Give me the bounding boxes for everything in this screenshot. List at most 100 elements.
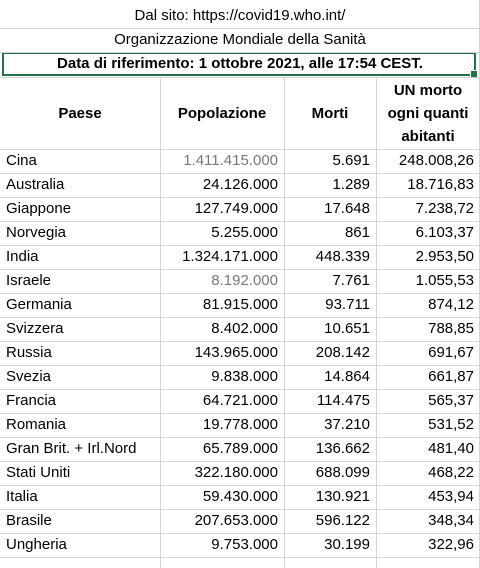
row-gridline (0, 485, 480, 486)
cell-country[interactable]: Russia (6, 344, 52, 361)
cell-deaths[interactable]: 596.122 (315, 512, 370, 529)
header-population[interactable]: Popolazione (177, 104, 267, 122)
column-gridline (376, 77, 377, 568)
cell-ratio[interactable]: 481,40 (428, 440, 474, 457)
row-gridline (0, 52, 480, 53)
cell-ratio[interactable]: 348,34 (428, 512, 474, 529)
cell-deaths[interactable]: 5.691 (332, 152, 370, 169)
header-country[interactable]: Paese (58, 104, 102, 122)
cell-ratio[interactable]: 248.008,26 (398, 152, 474, 169)
cell-deaths[interactable]: 688.099 (315, 464, 370, 481)
cell-country[interactable]: Giappone (6, 200, 72, 217)
cell-population[interactable]: 9.838.000 (211, 368, 278, 385)
cell-country[interactable]: Norvegia (6, 224, 67, 241)
row-gridline (0, 509, 480, 510)
cell-population[interactable]: 8.192.000 (211, 272, 278, 289)
cell-country[interactable]: India (6, 248, 39, 265)
organization-cell[interactable]: Organizzazione Mondiale della Sanità (114, 31, 366, 48)
row-gridline (0, 173, 480, 174)
cell-ratio[interactable]: 661,87 (428, 368, 474, 385)
cell-population[interactable]: 1.324.171.000 (182, 248, 278, 265)
cell-population[interactable]: 64.721.000 (202, 392, 278, 409)
row-gridline (0, 557, 480, 558)
cell-population[interactable]: 9.753.000 (211, 536, 278, 553)
column-gridline (284, 77, 285, 568)
row-gridline (0, 317, 480, 318)
cell-ratio[interactable]: 874,12 (428, 296, 474, 313)
cell-country[interactable]: Italia (6, 488, 38, 505)
row-gridline (0, 341, 480, 342)
cell-country[interactable]: Germania (6, 296, 72, 313)
cell-ratio[interactable]: 322,96 (428, 536, 474, 553)
row-gridline (0, 28, 480, 29)
row-gridline (0, 77, 480, 78)
cell-ratio[interactable]: 453,94 (428, 488, 474, 505)
cell-population[interactable]: 5.255.000 (211, 224, 278, 241)
cell-country[interactable]: Cina (6, 152, 37, 169)
row-gridline (0, 197, 480, 198)
cell-country[interactable]: Francia (6, 392, 57, 409)
cell-country[interactable]: Israele (6, 272, 52, 289)
cell-ratio[interactable]: 2.953,50 (415, 248, 474, 265)
cell-deaths[interactable]: 14.864 (324, 368, 370, 385)
cell-deaths[interactable]: 93.711 (325, 296, 370, 313)
cell-ratio[interactable]: 1.055,53 (415, 272, 474, 289)
header-ratio-line2: ogni quanti (387, 104, 469, 122)
cell-ratio[interactable]: 468,22 (428, 464, 474, 481)
cell-ratio[interactable]: 6.103,37 (415, 224, 474, 241)
cell-population[interactable]: 143.965.000 (194, 344, 278, 361)
cell-deaths[interactable]: 861 (344, 224, 370, 241)
row-gridline (0, 533, 480, 534)
cell-deaths[interactable]: 17.648 (324, 200, 370, 217)
cell-country[interactable]: Brasile (6, 512, 52, 529)
row-gridline (0, 293, 480, 294)
cell-deaths[interactable]: 7.761 (332, 272, 370, 289)
cell-country[interactable]: Romania (6, 416, 67, 433)
cell-ratio[interactable]: 18.716,83 (407, 176, 474, 193)
cell-population[interactable]: 322.180.000 (194, 464, 278, 481)
header-ratio-line3: abitanti (401, 127, 455, 145)
cell-deaths[interactable]: 30.199 (324, 536, 370, 553)
cell-deaths[interactable]: 136.662 (315, 440, 370, 457)
cell-population[interactable]: 1.411.415.000 (183, 152, 278, 169)
reference-date-cell[interactable]: Data di riferimento: 1 ottobre 2021, all… (57, 55, 423, 72)
header-ratio-line1: UN morto (393, 81, 463, 99)
cell-deaths[interactable]: 448.339 (315, 248, 370, 265)
cell-ratio[interactable]: 7.238,72 (415, 200, 474, 217)
cell-country[interactable]: Stati Uniti (6, 464, 71, 481)
cell-country[interactable]: Svezia (6, 368, 52, 385)
cell-deaths[interactable]: 37.210 (324, 416, 370, 433)
cell-population[interactable]: 8.402.000 (211, 320, 278, 337)
cell-population[interactable]: 19.778.000 (202, 416, 278, 433)
cell-country[interactable]: Australia (6, 176, 65, 193)
cell-ratio[interactable]: 691,67 (428, 344, 474, 361)
cell-ratio[interactable]: 565,37 (428, 392, 474, 409)
cell-country[interactable]: Svizzera (6, 320, 64, 337)
cell-population[interactable]: 65.789.000 (202, 440, 278, 457)
cell-population[interactable]: 81.915.000 (202, 296, 278, 313)
selected-cell-outline (2, 52, 478, 78)
cell-ratio[interactable]: 788,85 (428, 320, 474, 337)
row-gridline (0, 437, 480, 438)
cell-deaths[interactable]: 114.475 (316, 392, 370, 409)
row-gridline (0, 149, 480, 150)
header-ratio[interactable]: UN morto ogni quanti abitanti (376, 77, 480, 149)
cell-population[interactable]: 127.749.000 (194, 200, 278, 217)
cell-population[interactable]: 24.126.000 (202, 176, 278, 193)
cell-population[interactable]: 207.653.000 (194, 512, 278, 529)
cell-deaths[interactable]: 130.921 (315, 488, 370, 505)
cell-population[interactable]: 59.430.000 (202, 488, 278, 505)
header-deaths[interactable]: Morti (311, 104, 349, 122)
row-gridline (0, 461, 480, 462)
source-cell[interactable]: Dal sito: https://covid19.who.int/ (134, 7, 346, 24)
cell-country[interactable]: Ungheria (6, 536, 67, 553)
cell-country[interactable]: Gran Brit. + Irl.Nord (6, 440, 137, 457)
column-gridline (160, 77, 161, 568)
cell-deaths[interactable]: 1.289 (332, 176, 370, 193)
cell-ratio[interactable]: 531,52 (428, 416, 474, 433)
row-gridline (0, 221, 480, 222)
cell-deaths[interactable]: 208.142 (315, 344, 370, 361)
row-gridline (0, 365, 480, 366)
cell-deaths[interactable]: 10.651 (324, 320, 370, 337)
